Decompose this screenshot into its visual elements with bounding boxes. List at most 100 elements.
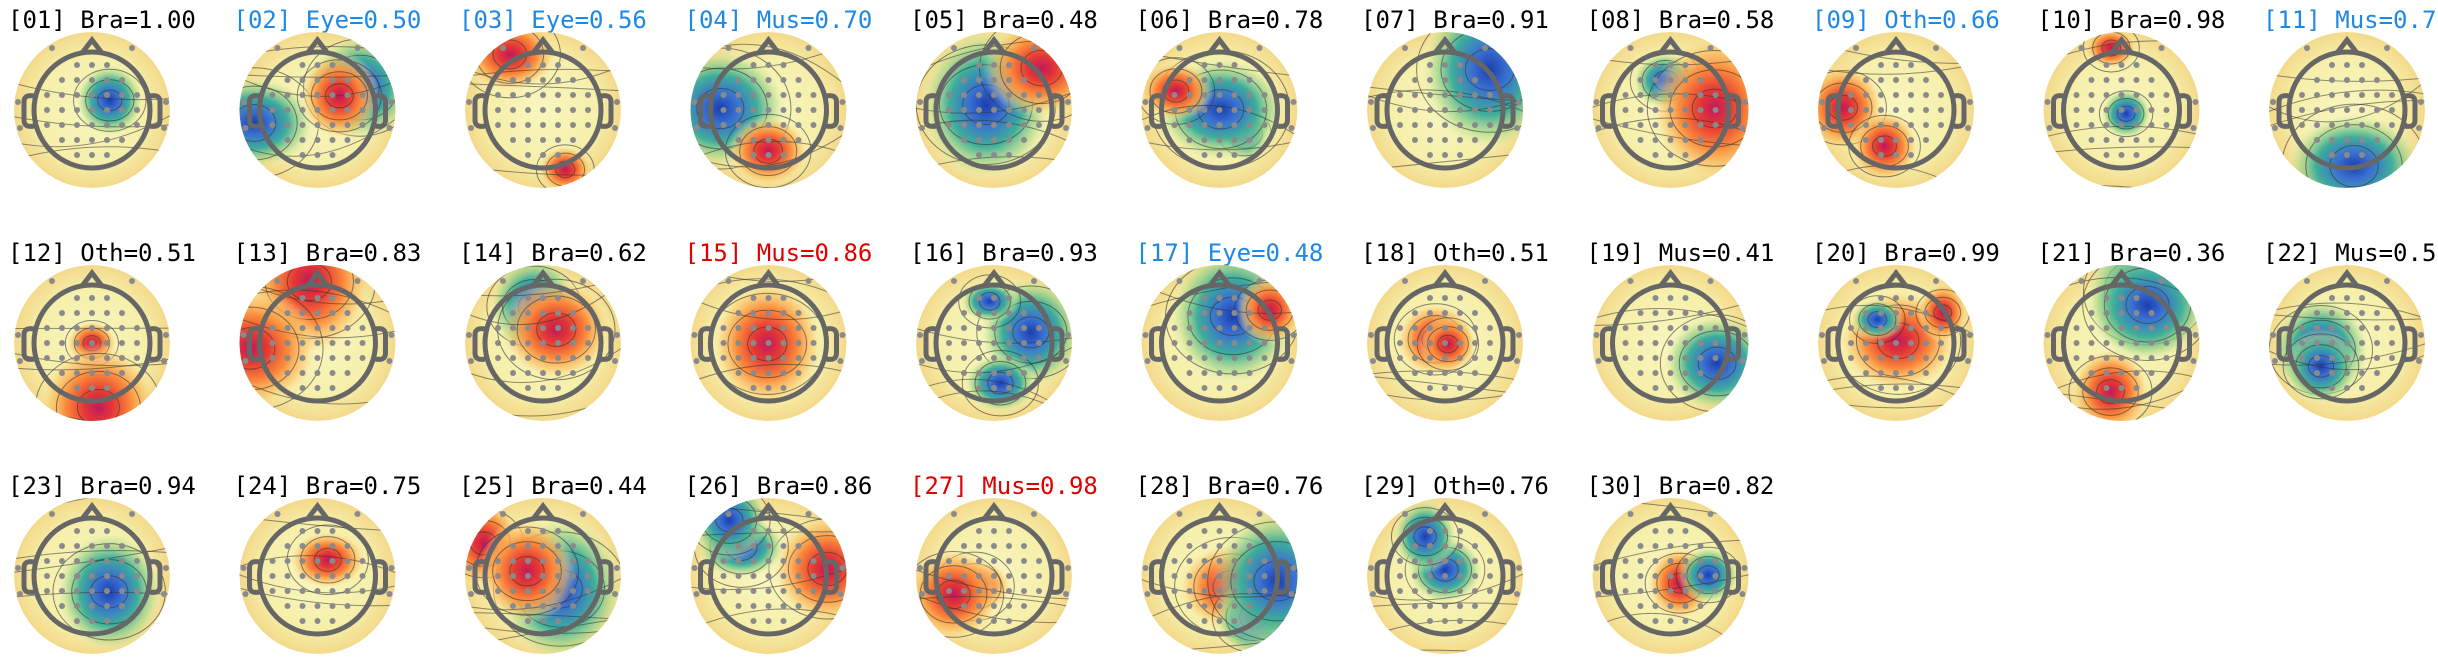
electrode (329, 137, 336, 143)
electrode (1171, 355, 1178, 361)
electrode (1216, 603, 1223, 609)
electrode (344, 558, 351, 564)
electrode (555, 355, 561, 361)
electrode (2073, 325, 2080, 331)
electrode (1171, 92, 1178, 98)
electrode (1231, 385, 1238, 391)
electrode (284, 107, 291, 113)
electrode (1412, 340, 1418, 346)
electrode (240, 332, 247, 338)
electrode (540, 618, 546, 624)
electrode (1246, 137, 1253, 143)
electrode (1697, 325, 1704, 331)
electrode (466, 99, 472, 105)
electrode (1186, 107, 1193, 113)
electrode (1472, 573, 1478, 579)
electrode (44, 558, 50, 564)
electrode (284, 543, 291, 549)
electrode (134, 588, 140, 594)
electrode (570, 137, 576, 143)
electrode (1186, 355, 1193, 361)
electrode (1021, 603, 1027, 609)
contour-line (2282, 333, 2360, 400)
electrode (44, 325, 50, 331)
electrode (780, 137, 787, 143)
electrode (1652, 77, 1659, 83)
electrode (1457, 528, 1463, 534)
electrode (89, 543, 95, 549)
electrode (284, 588, 291, 594)
head-circle (1835, 282, 1957, 404)
electrode (1144, 591, 1151, 597)
head-circle (257, 515, 378, 637)
electrode (1142, 99, 1149, 105)
electrode (1893, 355, 1899, 361)
electrode (129, 278, 135, 284)
electrode (961, 573, 967, 579)
electrode (2344, 122, 2350, 128)
contour-line (1592, 118, 1749, 147)
electrode (1667, 355, 1674, 361)
electrode (1667, 92, 1674, 98)
electrode (163, 332, 169, 338)
electrode (1923, 355, 1929, 361)
electrode (2046, 358, 2053, 364)
electrode (1908, 107, 1914, 113)
electrode (735, 325, 742, 331)
electrode (2044, 99, 2051, 105)
electrode (1021, 558, 1027, 564)
left-ear (698, 93, 711, 129)
electrode (359, 107, 366, 113)
electrode (1637, 370, 1644, 376)
electrode (1201, 588, 1208, 594)
electrode (104, 152, 110, 158)
electrode (1442, 543, 1448, 549)
electrode (59, 310, 65, 316)
right-ear (1051, 559, 1065, 595)
electrode (1427, 77, 1433, 83)
electrode (976, 558, 982, 564)
electrode (2088, 325, 2095, 331)
electrode (468, 358, 474, 364)
electrode (299, 558, 306, 564)
contour-line (465, 65, 621, 85)
electrode (614, 332, 620, 338)
electrode (510, 603, 516, 609)
electrode (2359, 137, 2365, 143)
electrode (314, 603, 321, 609)
electrode (134, 107, 140, 113)
electrode (89, 310, 95, 316)
contour-line (1818, 383, 1974, 393)
electrode (2088, 77, 2095, 83)
electrode (1006, 295, 1012, 301)
electrode (2190, 125, 2197, 131)
electrode (2103, 77, 2110, 83)
electrode (1246, 370, 1253, 376)
electrode (976, 573, 982, 579)
electrode (299, 295, 306, 301)
electrode (1707, 45, 1714, 51)
contour-line (2096, 379, 2125, 404)
electrode (299, 543, 306, 549)
electrode (119, 92, 125, 98)
electrode (129, 511, 135, 517)
electrode (720, 92, 727, 98)
electrode (329, 528, 336, 534)
head-outline (2051, 268, 2192, 404)
head-circle (2286, 282, 2408, 404)
left-ear (2276, 326, 2290, 362)
electrode (1622, 355, 1629, 361)
electrode (1667, 122, 1674, 128)
electrode (59, 325, 65, 331)
electrode (1427, 295, 1433, 301)
electrode (1412, 325, 1418, 331)
electrode (1216, 528, 1223, 534)
activation-blob (960, 280, 1020, 323)
electrode (510, 137, 516, 143)
electrode (1516, 332, 1522, 338)
electrode (468, 591, 474, 597)
electrode (1144, 358, 1151, 364)
head-outline (923, 501, 1065, 637)
electrode (495, 588, 501, 594)
electrode (104, 295, 110, 301)
